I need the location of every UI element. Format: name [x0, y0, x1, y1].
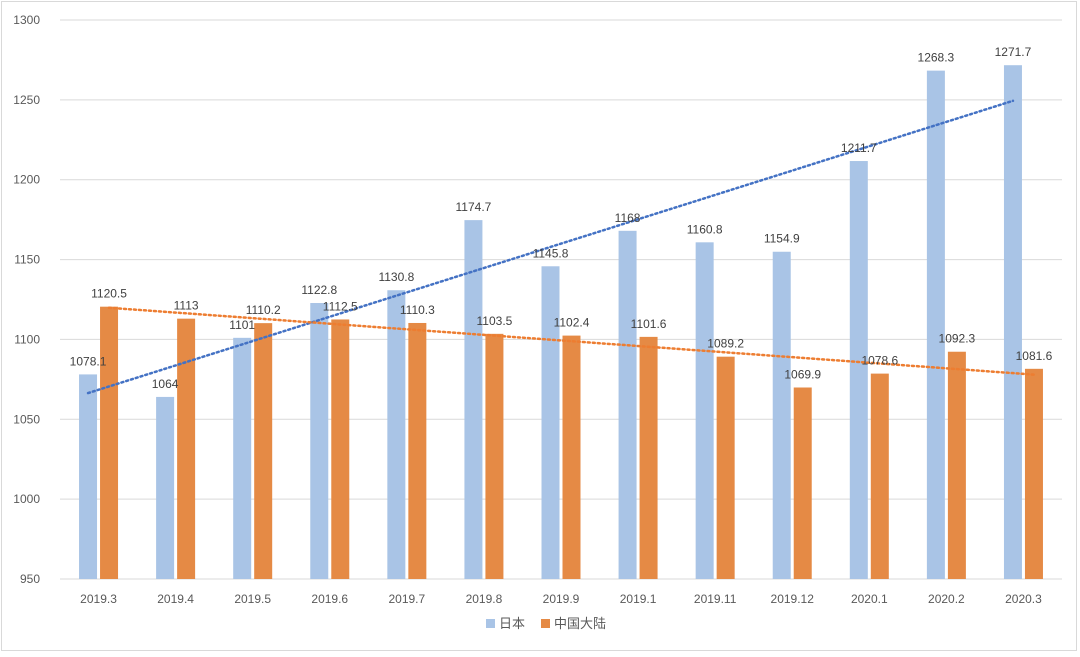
- legend: 日本 中国大陆: [486, 616, 606, 632]
- data-label: 1174.7: [456, 200, 492, 214]
- data-label: 1078.6: [861, 354, 898, 368]
- legend-label: 日本: [499, 617, 525, 632]
- bar-series2: [793, 387, 812, 579]
- trendline-series1: [86, 99, 1015, 395]
- bar-series1: [926, 70, 945, 579]
- bar-series2: [870, 373, 889, 579]
- bar-series1: [156, 396, 175, 579]
- data-label: 1064: [152, 377, 179, 391]
- bar-series1: [618, 230, 637, 579]
- x-tick-label: 2019.12: [771, 592, 815, 606]
- x-tick-label: 2020.1: [851, 592, 888, 606]
- bar-series1: [79, 374, 98, 579]
- data-label: 1069.9: [784, 368, 821, 382]
- gridlines: [60, 19, 1062, 580]
- data-label: 1120.5: [91, 287, 127, 301]
- y-axis-tick-labels: 950 1000 1050 1100 1150 1200 1250 1300: [13, 13, 40, 586]
- bar-series1: [233, 337, 252, 579]
- data-label: 1130.8: [378, 270, 414, 284]
- bar-series1: [695, 242, 714, 580]
- data-label: 1271.7: [995, 45, 1032, 59]
- x-tick-label: 2019.1: [620, 592, 657, 606]
- data-label: 1102.4: [554, 316, 590, 330]
- data-label: 1101: [229, 318, 255, 332]
- y-tick-label: 1200: [13, 173, 40, 187]
- bar-series2: [1024, 368, 1043, 579]
- bar-series1: [541, 266, 560, 579]
- trendlines: [86, 99, 1036, 395]
- x-tick-label: 2019.3: [80, 592, 117, 606]
- bar-series2: [947, 351, 966, 579]
- data-label: 1078.1: [70, 354, 107, 368]
- data-label: 1211.7: [841, 141, 877, 155]
- y-tick-label: 1250: [13, 93, 40, 107]
- x-tick-label: 2019.6: [311, 592, 348, 606]
- bar-series1: [849, 161, 868, 579]
- trendline-series2: [107, 306, 1036, 376]
- data-label: 1160.8: [687, 222, 723, 236]
- y-tick-label: 1300: [13, 13, 40, 27]
- data-label: 1089.2: [707, 337, 744, 351]
- x-tick-label: 2020.3: [1005, 592, 1042, 606]
- data-label: 1122.8: [301, 283, 337, 297]
- y-tick-label: 950: [20, 572, 40, 586]
- x-tick-label: 2019.9: [543, 592, 580, 606]
- data-label: 1101.6: [631, 317, 667, 331]
- legend-label: 中国大陆: [554, 616, 606, 632]
- x-tick-label: 2019.11: [694, 592, 737, 606]
- bar-series2: [100, 306, 119, 579]
- bar-series2: [639, 336, 658, 579]
- bar-series2: [177, 318, 196, 579]
- bar-series2: [408, 322, 427, 579]
- bar-series2: [562, 335, 581, 579]
- bar-series1: [387, 290, 406, 579]
- legend-swatch: [541, 619, 550, 628]
- bar-series2: [331, 319, 350, 579]
- y-tick-label: 1150: [14, 253, 40, 267]
- bar-series2: [485, 333, 504, 579]
- data-label: 1168: [615, 211, 641, 225]
- data-label: 1092.3: [939, 332, 976, 346]
- x-tick-label: 2019.8: [466, 592, 503, 606]
- bar-series1: [310, 303, 329, 579]
- x-tick-label: 2019.7: [388, 592, 425, 606]
- x-tick-label: 2019.4: [157, 592, 194, 606]
- x-axis-tick-labels: 2019.3 2019.4 2019.5 2019.6 2019.7 2019.8 2019…: [80, 592, 1042, 606]
- data-label: 1154.9: [764, 232, 800, 246]
- data-label: 1268.3: [918, 51, 955, 65]
- bar-series2: [254, 323, 273, 579]
- data-label: 1081.6: [1016, 349, 1053, 363]
- bar-series1: [1003, 65, 1022, 579]
- bar-series1: [772, 251, 791, 579]
- x-tick-label: 2020.2: [928, 592, 965, 606]
- data-label: 1110.3: [400, 303, 435, 317]
- y-tick-label: 1100: [14, 332, 40, 346]
- legend-swatch: [486, 619, 495, 628]
- data-label: 1113: [174, 299, 199, 313]
- data-label: 1110.2: [246, 303, 281, 317]
- data-label: 1112.5: [323, 299, 358, 313]
- data-label: 1103.5: [477, 314, 513, 328]
- x-tick-label: 2019.5: [234, 592, 271, 606]
- bar-series2: [716, 356, 735, 579]
- data-label: 1145.8: [533, 246, 569, 260]
- bars: [79, 65, 1043, 580]
- y-tick-label: 1050: [13, 412, 40, 426]
- bar-series1: [464, 220, 483, 579]
- y-tick-label: 1000: [13, 492, 40, 506]
